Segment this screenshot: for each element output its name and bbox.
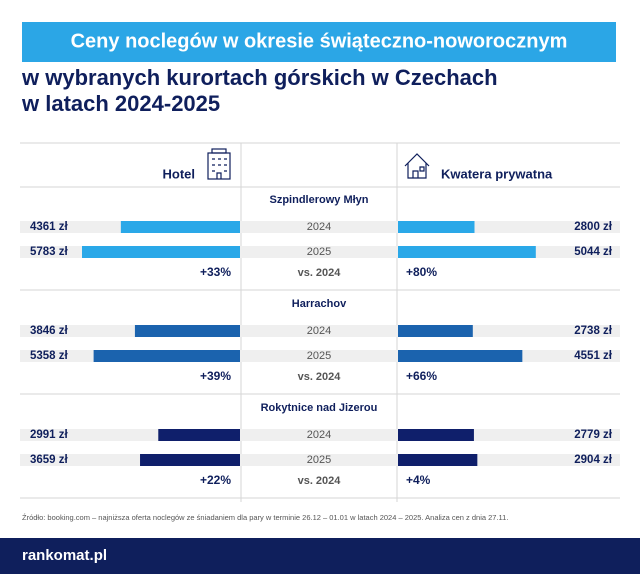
year-label: 2025 (307, 350, 331, 362)
source-note: Źródło: booking.com – najniższa oferta n… (22, 513, 508, 522)
private-bar (398, 454, 478, 466)
private-change: +66% (406, 369, 437, 383)
private-value-label: 2779 zł (574, 429, 613, 441)
private-value-label: 2904 zł (574, 454, 613, 466)
hotel-value-label: 4361 zł (30, 221, 69, 233)
subtitle: w latach 2024-2025 (21, 91, 220, 116)
hotel-bar (134, 325, 240, 337)
left-label: Hotel (163, 166, 196, 181)
private-bar (398, 429, 474, 441)
hotel-value-label: 3846 zł (30, 325, 69, 337)
right-label: Kwatera prywatna (441, 166, 553, 181)
hotel-icon (207, 148, 231, 180)
hotel-value-label: 3659 zł (30, 454, 69, 466)
title-banner (22, 22, 616, 62)
hotel-change: +39% (200, 369, 231, 383)
year-label: 2024 (307, 325, 331, 337)
hotel-bar (82, 246, 240, 258)
logo: rankomat.pl (22, 547, 107, 564)
private-bar (398, 350, 523, 362)
private-value-label: 2800 zł (574, 221, 613, 233)
year-label: 2024 (307, 429, 331, 441)
hotel-bar (120, 221, 240, 233)
year-label: 2024 (307, 221, 331, 233)
compare-label: vs. 2024 (298, 371, 342, 383)
private-value-label: 2738 zł (574, 325, 613, 337)
hotel-change: +33% (200, 265, 231, 279)
hotel-change: +22% (200, 473, 231, 487)
compare-label: vs. 2024 (298, 267, 342, 279)
private-bar (398, 246, 536, 258)
private-change: +80% (406, 265, 437, 279)
group-name: Harrachov (292, 298, 347, 310)
hotel-bar (140, 454, 240, 466)
private-change: +4% (406, 473, 431, 487)
footer (0, 538, 640, 574)
private-value-label: 4551 zł (574, 350, 613, 362)
year-label: 2025 (307, 246, 331, 258)
hotel-bar (93, 350, 240, 362)
chart-title: Ceny noclegów w okresie świąteczno-nowor… (71, 30, 568, 52)
subtitle: w wybranych kurortach górskich w Czechac… (21, 65, 498, 90)
hotel-bar (158, 429, 240, 441)
private-bar (398, 221, 475, 233)
group-name: Rokytnice nad Jizerou (261, 402, 378, 414)
hotel-value-label: 5783 zł (30, 246, 69, 258)
year-label: 2025 (307, 454, 331, 466)
house-icon (404, 153, 430, 179)
group-name: Szpindlerowy Młyn (269, 194, 368, 206)
hotel-value-label: 2991 zł (30, 429, 69, 441)
private-value-label: 5044 zł (574, 246, 613, 258)
private-bar (398, 325, 473, 337)
compare-label: vs. 2024 (298, 475, 342, 487)
hotel-value-label: 5358 zł (30, 350, 69, 362)
